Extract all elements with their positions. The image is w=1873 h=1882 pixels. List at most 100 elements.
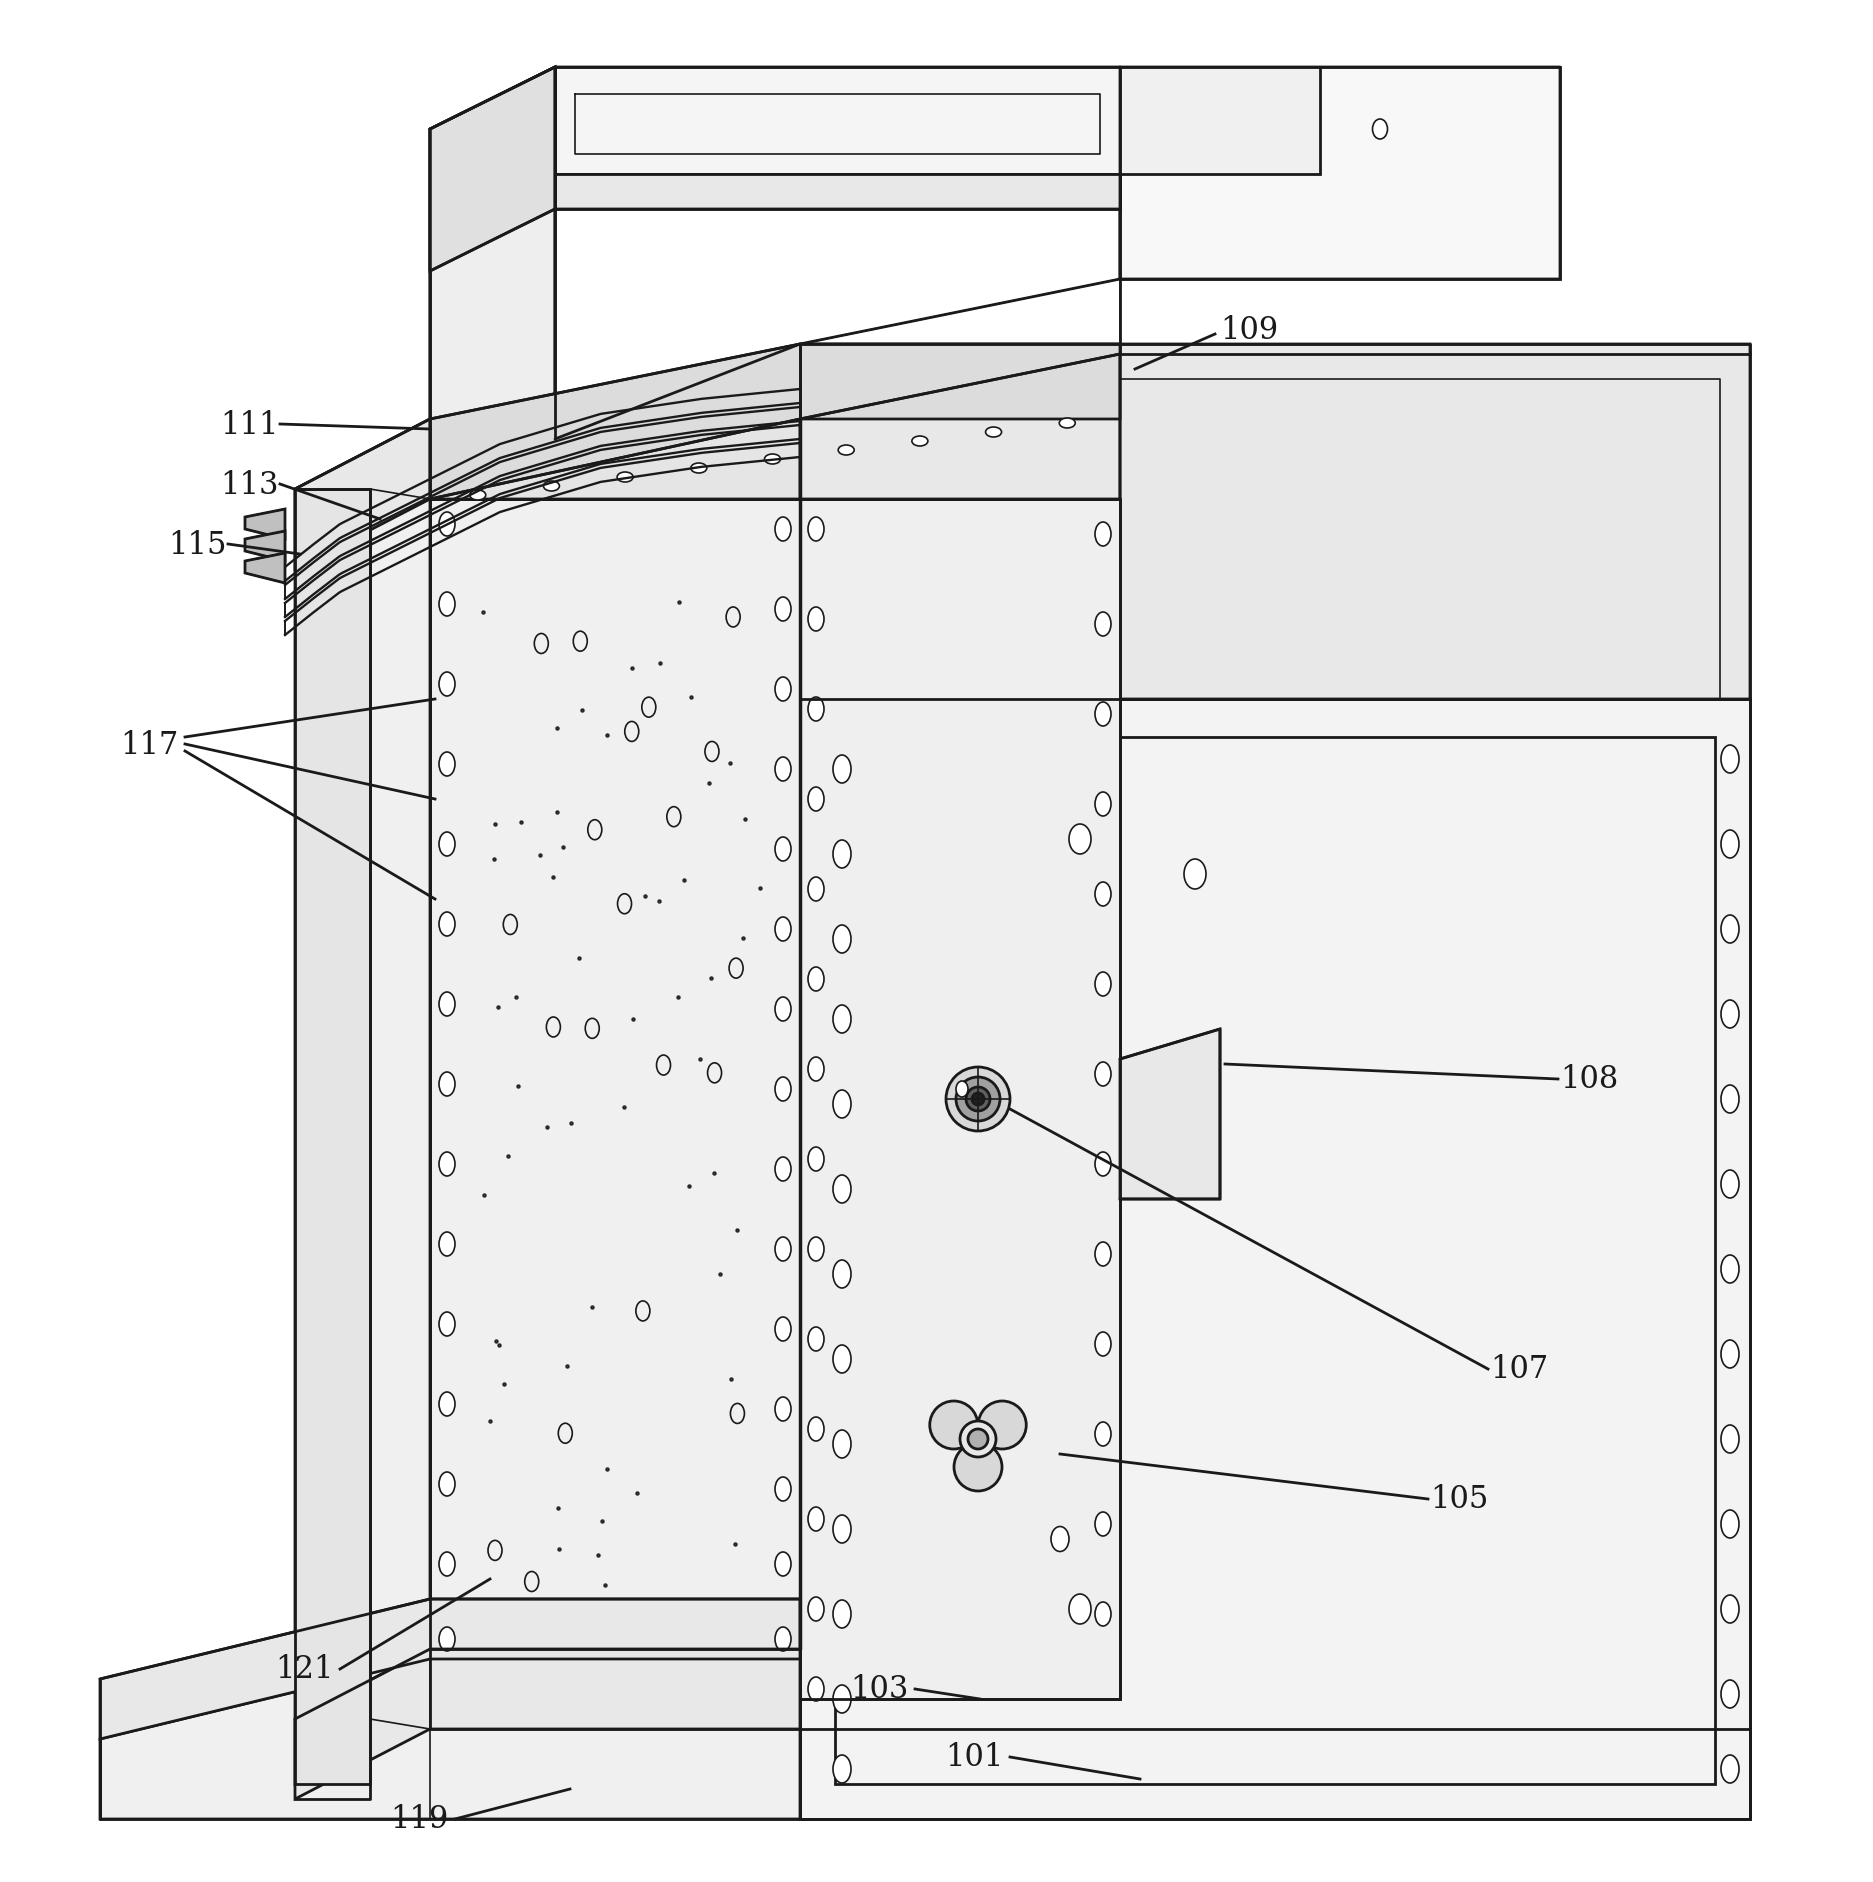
Ellipse shape [775,997,790,1022]
Ellipse shape [807,1058,824,1082]
Polygon shape [245,510,285,540]
Ellipse shape [618,894,631,915]
Ellipse shape [1096,1152,1111,1176]
Ellipse shape [775,837,790,862]
Ellipse shape [1721,745,1738,774]
Circle shape [946,1067,1010,1131]
Ellipse shape [438,1393,455,1417]
Polygon shape [99,1600,800,1739]
Ellipse shape [1096,1423,1111,1445]
Ellipse shape [489,1541,502,1560]
Ellipse shape [558,1423,573,1443]
Ellipse shape [438,913,455,937]
Ellipse shape [635,1300,650,1321]
Ellipse shape [833,841,850,868]
Ellipse shape [807,698,824,721]
Ellipse shape [1184,860,1206,890]
Text: 115: 115 [169,529,227,561]
Polygon shape [554,344,1749,700]
Circle shape [966,1088,991,1112]
Text: 103: 103 [850,1673,908,1705]
Ellipse shape [1069,1594,1090,1624]
Text: 108: 108 [1560,1063,1618,1095]
Circle shape [968,1428,987,1449]
Ellipse shape [438,1233,455,1257]
Circle shape [929,1402,978,1449]
Ellipse shape [470,491,485,501]
Ellipse shape [985,427,1002,439]
Ellipse shape [833,1684,850,1713]
Ellipse shape [543,482,560,491]
Ellipse shape [438,992,455,1016]
Ellipse shape [839,446,854,455]
Text: 121: 121 [275,1654,333,1684]
Ellipse shape [547,1018,560,1037]
Ellipse shape [573,632,588,651]
Polygon shape [431,68,554,501]
Ellipse shape [775,1077,790,1101]
Ellipse shape [807,1417,824,1442]
Ellipse shape [642,698,656,717]
Ellipse shape [807,787,824,811]
Ellipse shape [833,1756,850,1782]
Ellipse shape [764,455,781,465]
Ellipse shape [1721,1681,1738,1709]
Ellipse shape [775,1628,790,1651]
Polygon shape [800,356,1120,501]
Ellipse shape [704,742,719,762]
Polygon shape [296,489,371,1784]
Text: 101: 101 [946,1741,1004,1773]
Ellipse shape [1096,792,1111,817]
Polygon shape [431,344,1120,501]
Ellipse shape [833,926,850,954]
Ellipse shape [1069,824,1090,854]
Ellipse shape [729,958,744,979]
Ellipse shape [807,967,824,992]
Ellipse shape [807,1327,824,1351]
Ellipse shape [1060,420,1075,429]
Ellipse shape [775,1236,790,1261]
Ellipse shape [1096,1602,1111,1626]
Ellipse shape [833,1430,850,1459]
Text: 117: 117 [120,728,178,760]
Ellipse shape [807,877,824,901]
Ellipse shape [584,1018,599,1039]
Polygon shape [296,420,800,570]
Circle shape [961,1421,996,1457]
Polygon shape [431,501,800,1649]
Ellipse shape [1721,1340,1738,1368]
Ellipse shape [807,1236,824,1261]
Ellipse shape [833,1346,850,1374]
Ellipse shape [775,1317,790,1342]
Ellipse shape [807,1598,824,1620]
Ellipse shape [775,758,790,781]
Ellipse shape [534,634,549,655]
Ellipse shape [1096,973,1111,996]
Ellipse shape [1096,614,1111,636]
Ellipse shape [807,1507,824,1532]
Polygon shape [296,420,431,1784]
Ellipse shape [1096,1332,1111,1357]
Polygon shape [554,68,1120,175]
Polygon shape [99,1660,800,1820]
Ellipse shape [833,1090,850,1118]
Text: 109: 109 [1219,314,1277,344]
Ellipse shape [1096,883,1111,907]
Ellipse shape [775,518,790,542]
Ellipse shape [1721,1756,1738,1782]
Text: 105: 105 [1429,1483,1489,1515]
Ellipse shape [708,1063,721,1084]
Ellipse shape [833,1261,850,1289]
Ellipse shape [438,1152,455,1176]
Ellipse shape [1721,1509,1738,1538]
Ellipse shape [1721,1596,1738,1622]
Ellipse shape [1373,120,1388,139]
Polygon shape [554,175,1120,211]
Ellipse shape [727,608,740,627]
Ellipse shape [438,832,455,856]
Ellipse shape [667,807,680,828]
Ellipse shape [833,755,850,783]
Ellipse shape [588,821,601,839]
Ellipse shape [691,463,706,474]
Circle shape [953,1443,1002,1491]
